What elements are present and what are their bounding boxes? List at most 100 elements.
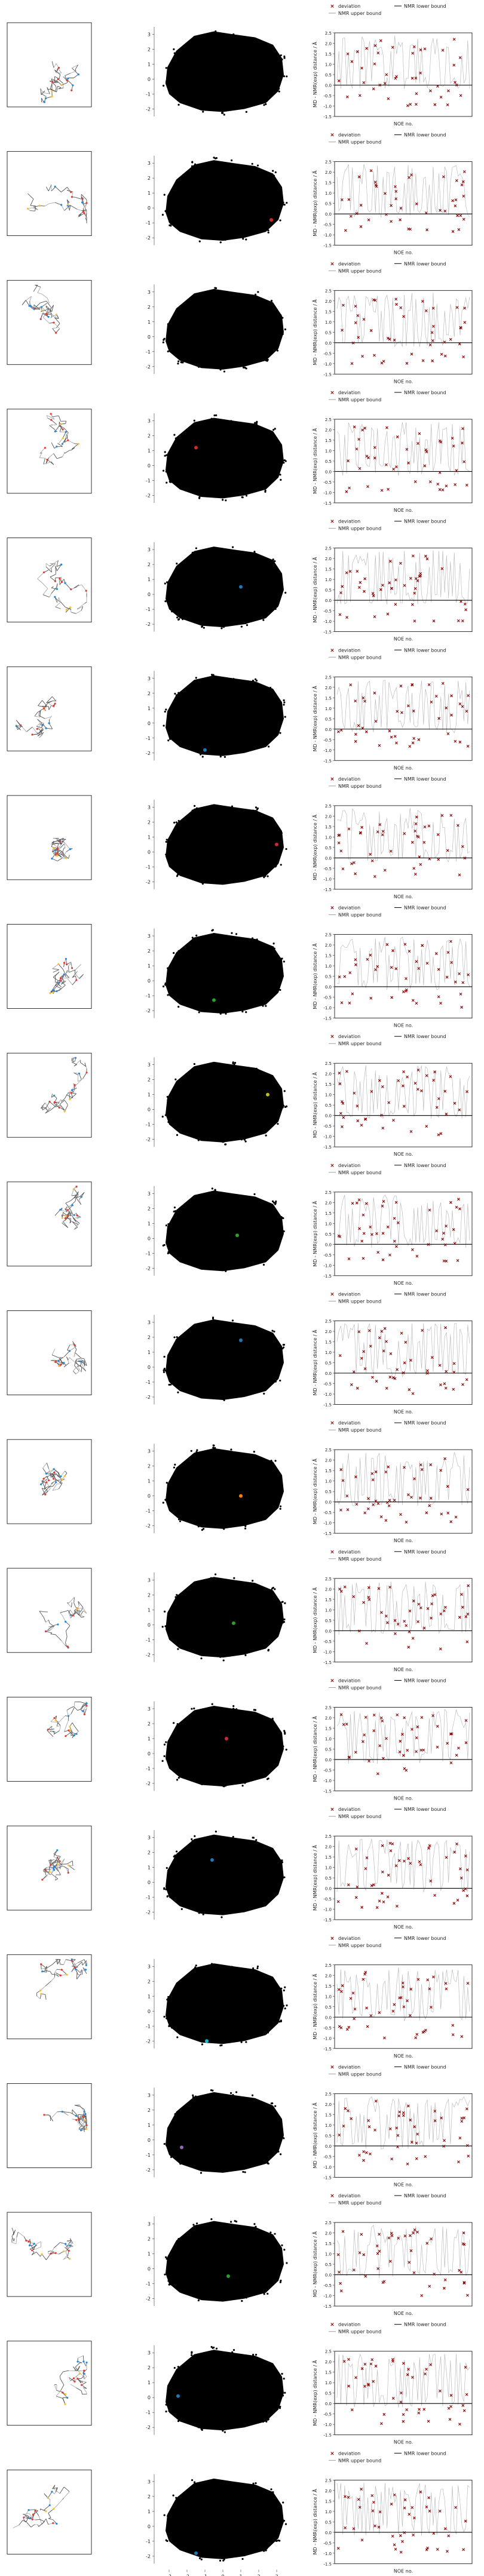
noe-deviation-marker [419,1863,422,1866]
scatter-point [177,2366,179,2368]
scatter-point [220,1911,222,1914]
scatter-point [211,1963,213,1965]
noe-y-label: MD - NMR(exp) distance / Å [311,1459,318,1525]
molecule-atom [82,2360,85,2363]
molecule-bond [64,450,70,454]
scatter-y-tick-label: -2 [146,235,151,241]
noe-deviation-marker [453,1242,457,1245]
molecule-atom [65,857,68,859]
molecule-bond [52,963,59,969]
scatter-point [274,2105,277,2107]
noe-deviation-marker [396,1368,399,1371]
noe-y-tick-label: 0.5 [325,1361,332,1366]
scatter-point [194,163,197,165]
molecule-bond [58,1484,62,1490]
scatter-point [165,2403,167,2406]
noe-y-label: MD - NMR(exp) distance / Å [311,41,318,108]
noe-y-tick-label: 2.0 [325,814,332,819]
molecule-bond [45,1488,51,1495]
molecule-atom [57,78,59,80]
scatter-point [174,437,177,440]
molecule-atom [31,2249,33,2252]
noe-deviation-marker [462,2281,466,2284]
molecule-bond [56,564,62,572]
scatter-point [223,109,226,112]
scatter-point [279,2281,281,2283]
scatter-point [191,165,194,167]
molecule-bond [81,584,87,591]
noe-deviation-marker [357,438,361,441]
molecule-bond [59,1725,61,1731]
scatter-point [163,1367,166,1370]
noe-deviation-marker [388,1586,391,1589]
noe-deviation-marker [367,456,370,459]
molecule-atom [45,2510,47,2513]
noe-deviation-marker [464,1719,468,1723]
noe-deviation-marker [426,2546,429,2550]
noe-deviation-marker [373,2524,376,2528]
molecule-bond [72,1343,77,1350]
noe-deviation-marker [370,1233,373,1236]
molecule-bond [64,205,71,211]
legend-label-upper: NMR upper bound [338,1814,381,1819]
noe-deviation-marker [454,739,457,743]
molecule-bond [40,88,44,93]
scatter-point [245,2041,247,2043]
noe-deviation-marker [388,1499,391,1502]
scatter-point [283,1989,285,1992]
noe-deviation-marker [394,197,398,201]
noe-frame [334,2479,473,2564]
noe-frame [334,1192,473,1276]
molecule-bond [37,732,44,736]
noe-y-tick-label: 0.5 [325,202,332,207]
scatter-point [276,349,279,352]
noe-y-tick-label: -0.5 [323,351,332,356]
noe-x-label: NOE no. [394,2182,413,2187]
noe-y-tick-label: 2.5 [325,1577,332,1582]
noe-y-tick-label: 0.5 [325,588,332,593]
noe-deviation-marker [378,744,381,747]
noe-y-tick-label: 1.0 [325,578,332,582]
noe-deviation-marker [407,228,411,231]
molecule-bond [39,300,47,303]
scatter-point [198,1912,200,1914]
noe-deviation-marker [347,2495,350,2499]
noe-deviation-marker [348,971,352,975]
molecule-bond [50,88,56,92]
noe-deviation-marker [338,1588,341,1591]
noe-deviation-marker [415,1254,419,1258]
molecule-bond [65,75,68,80]
molecule-atom [75,2114,77,2117]
molecule-bond [61,856,65,859]
scatter-y-tick-label: -2 [146,622,151,627]
noe-deviation-marker [342,303,345,307]
molecule-bond [65,1959,72,1961]
scatter-point [276,2407,279,2410]
noe-deviation-marker [362,2159,365,2162]
molecule-bond [51,305,54,312]
scatter-point [278,1991,281,1993]
scatter-point [255,2353,258,2356]
noe-y-tick-label: -1.5 [323,1017,332,1021]
scatter-point [167,1245,170,1247]
scatter-point [168,2409,170,2412]
noe-y-tick-label: 1.0 [325,1994,332,1999]
noe-deviation-marker [402,2413,405,2417]
scatter-point [231,1319,234,1322]
noe-deviation-marker [434,695,438,698]
scatter-point [201,1396,203,1398]
noe-deviation-marker [337,841,341,845]
scatter-point [164,1114,167,1116]
molecule-bond [46,1964,53,1969]
molecule-atom [66,79,68,82]
noe-deviation-marker [425,1369,429,1373]
noe-deviation-marker [439,208,442,212]
noe-deviation-marker [445,1224,448,1228]
noe-deviation-marker [358,466,362,470]
scatter-point [252,1455,255,1457]
legend-label-deviation: deviation [338,1936,360,1941]
noe-deviation-marker [375,2245,379,2248]
molecule-atom [71,89,73,91]
